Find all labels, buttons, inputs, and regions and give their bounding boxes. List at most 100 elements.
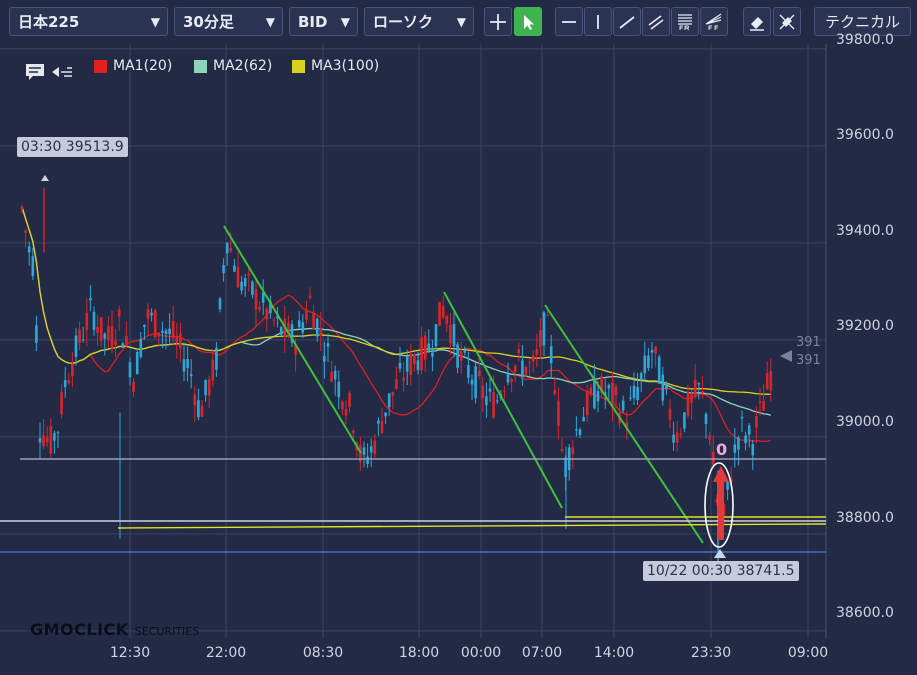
candle-body xyxy=(341,401,344,410)
y-tick-label: 39200.0 xyxy=(836,318,894,334)
candle-body xyxy=(258,306,261,310)
candle-body xyxy=(233,265,236,272)
high-marker-icon xyxy=(41,175,49,181)
moving-average-line xyxy=(21,206,771,443)
price-chart[interactable] xyxy=(0,44,917,675)
candle-body xyxy=(269,301,272,314)
x-tick-label: 07:00 xyxy=(521,645,563,661)
low-marker-icon xyxy=(714,549,726,558)
symbol-select[interactable]: 日本225 ▼ xyxy=(9,7,168,36)
candle-body xyxy=(744,435,747,444)
candle-body xyxy=(348,392,351,407)
vertical-line-button[interactable] xyxy=(584,7,612,36)
candle-body xyxy=(571,447,575,454)
fibonacci-retracement-icon xyxy=(678,13,692,30)
candle-body xyxy=(560,449,564,452)
moving-averages xyxy=(21,206,771,443)
candle-body xyxy=(305,310,308,320)
candle-body xyxy=(510,379,513,383)
candle-body xyxy=(477,370,481,376)
candle-body xyxy=(693,379,697,397)
candle-body xyxy=(409,353,413,375)
crosshair-button[interactable] xyxy=(484,7,512,36)
candle-body xyxy=(186,359,189,368)
candle-body xyxy=(456,344,459,368)
price-type-select[interactable]: BID ▼ xyxy=(289,7,358,36)
candle-body xyxy=(506,374,510,383)
candle-body xyxy=(575,429,578,431)
candle-body xyxy=(164,330,168,335)
channel-line-button[interactable] xyxy=(642,7,670,36)
candle-body xyxy=(733,444,737,453)
x-tick-label: 09:00 xyxy=(787,645,829,661)
ma3-swatch xyxy=(292,59,305,73)
candle-body xyxy=(607,384,611,389)
candlesticks xyxy=(20,187,773,563)
candle-body xyxy=(251,281,254,295)
candle-body xyxy=(171,320,175,339)
candle-body xyxy=(513,365,517,372)
legend-ma3[interactable]: MA3(100) xyxy=(292,58,379,74)
candle-body xyxy=(265,308,269,320)
x-tick-label: 14:00 xyxy=(593,645,635,661)
legend-ma2[interactable]: MA2(62) xyxy=(194,58,272,74)
candle-body xyxy=(614,386,618,396)
candle-body xyxy=(521,360,524,377)
pointer-button[interactable] xyxy=(514,7,542,36)
candle-body xyxy=(391,391,395,396)
candle-body xyxy=(146,309,150,319)
chat-icon[interactable] xyxy=(25,61,45,81)
fibonacci-fan-button[interactable] xyxy=(700,7,728,36)
candle-body xyxy=(470,379,474,385)
candle-body xyxy=(625,422,629,428)
candle-body xyxy=(128,362,132,378)
trend-line xyxy=(544,304,704,544)
candle-body xyxy=(337,381,341,398)
channel-line-icon xyxy=(648,14,664,30)
eraser-button[interactable] xyxy=(743,7,771,36)
candle-body xyxy=(215,347,218,370)
candle-body xyxy=(546,314,549,316)
candle-body xyxy=(67,380,71,384)
symbol-label: 日本225 xyxy=(18,13,80,31)
horizontal-line xyxy=(117,523,827,529)
candle-body xyxy=(63,380,67,387)
candle-body xyxy=(434,324,438,347)
candle-body xyxy=(189,374,193,377)
candle-body xyxy=(182,359,186,372)
candle-body xyxy=(24,230,27,233)
erase-all-button[interactable] xyxy=(773,7,801,36)
legend-ma1[interactable]: MA1(20) xyxy=(94,58,172,74)
legend-toggle-icon[interactable] xyxy=(50,63,74,79)
fibonacci-retracement-button[interactable] xyxy=(671,7,699,36)
buy-arrow-icon xyxy=(713,466,729,540)
candle-body xyxy=(161,330,164,333)
trend-line-button[interactable] xyxy=(613,7,641,36)
candle-body xyxy=(467,365,470,378)
broker-logo: GMOCLICK SECURITIES xyxy=(30,620,199,639)
y-tick-label: 38600.0 xyxy=(836,605,894,621)
horizontal-line-button[interactable] xyxy=(555,7,583,36)
ma1-label: MA1(20) xyxy=(113,58,173,74)
candle-body xyxy=(139,338,143,357)
candle-body xyxy=(301,322,305,333)
candle-body xyxy=(679,433,683,435)
candle-body xyxy=(153,310,157,338)
candle-body xyxy=(528,362,531,364)
candle-body xyxy=(236,266,240,288)
candle-body xyxy=(420,337,423,371)
technical-button[interactable]: テクニカル xyxy=(814,7,912,36)
candle-body xyxy=(366,456,369,464)
candle-body xyxy=(92,311,96,330)
candle-body xyxy=(150,312,153,316)
candle-body xyxy=(279,327,283,335)
candle-body xyxy=(398,362,402,369)
candle-body xyxy=(287,322,290,337)
candle-body xyxy=(672,434,675,443)
candle-body xyxy=(413,354,416,365)
chart-style-select[interactable]: ローソク ▼ xyxy=(364,7,474,36)
horizontal-line-icon xyxy=(562,20,576,23)
candle-body xyxy=(200,405,204,417)
candle-body xyxy=(427,343,431,352)
timeframe-select[interactable]: 30分足 ▼ xyxy=(174,7,283,36)
